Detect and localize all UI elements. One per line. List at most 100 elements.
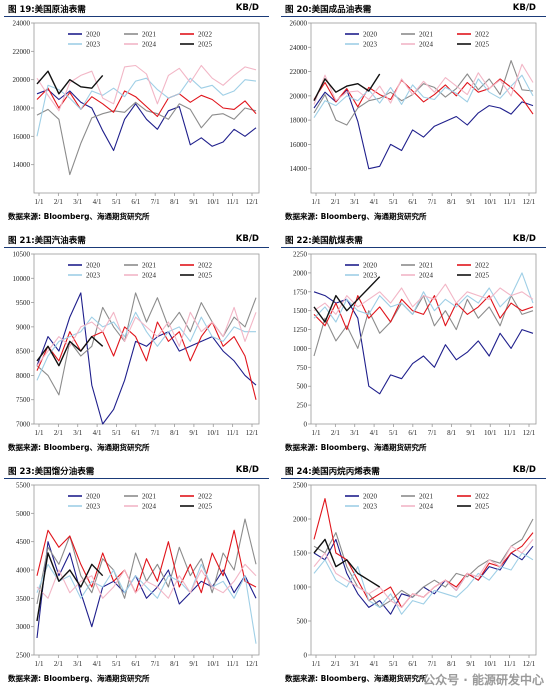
title-rule [281,247,546,248]
x-tick-label: 12/1 [523,198,536,206]
chart-svg: 7000 7500 8000 8500 9000 9500 10000 10500 1/1 2/1… [13,251,260,437]
x-tick-label: 10/1 [207,198,220,206]
chart-title: 图 20:美国成品油表需 [285,5,372,15]
x-tick-label: 10/1 [207,429,220,437]
x-tick-label: 6/1 [408,429,417,437]
x-tick-label: 8/1 [170,198,179,206]
y-tick-label: 1000 [293,345,308,353]
x-tick-label: 1/1 [312,429,321,437]
series-line-2025 [313,538,381,588]
legend-label-2021: 2021 [142,31,157,39]
legend-label-2024: 2024 [142,272,157,280]
legend-label-2021: 2021 [142,262,157,270]
series-line-2020 [36,89,257,152]
x-tick-label: 3/1 [73,429,82,437]
series-line-2020 [36,292,257,425]
legend-label-2024: 2024 [419,41,434,49]
x-tick-label: 11/1 [227,429,240,437]
series-line-2024 [36,64,257,112]
legend-label-2022: 2022 [475,262,490,270]
x-tick-label: 8/1 [447,660,456,668]
y-tick-label: 10500 [13,251,31,259]
y-tick-label: 0 [304,421,308,429]
y-tick-label: 5500 [16,482,31,490]
legend-label-2023: 2023 [363,503,378,511]
x-tick-label: 4/1 [93,198,102,206]
legend-label-2023: 2023 [86,41,101,49]
chart-title: 图 21:美国汽油表需 [8,236,86,246]
series-line-2023 [36,77,257,137]
y-tick-label: 250 [297,402,308,410]
x-tick-label: 9/1 [466,429,475,437]
series-line-2021 [313,60,534,126]
y-tick-label: 1500 [293,550,308,558]
x-tick-label: 2/1 [331,198,340,206]
y-tick-label: 2250 [293,251,308,259]
series-line-2025 [36,552,104,622]
x-tick-label: 9/1 [466,198,475,206]
y-tick-label: 7500 [16,396,31,404]
x-tick-label: 8/1 [170,660,179,668]
series-line-2020 [313,291,534,395]
y-tick-label: 18000 [13,105,31,113]
legend-label-2023: 2023 [363,272,378,280]
x-tick-label: 9/1 [466,660,475,668]
series-line-2022 [36,87,257,118]
data-source: 数据来源: Bloomberg、海通期货研究所 [285,674,427,683]
x-tick-label: 9/1 [189,198,198,206]
legend-label-2022: 2022 [198,31,213,39]
y-tick-label: 500 [297,618,308,626]
chart-title: 图 24:美国丙烷丙烯表需 [285,467,380,477]
series-line-2023 [36,563,257,644]
x-tick-label: 5/1 [112,429,121,437]
y-tick-label: 5000 [16,510,31,518]
data-source: 数据来源: Bloomberg、海通期货研究所 [285,212,427,221]
series-line-2022 [313,498,534,608]
series-line-2024 [313,63,534,105]
line-chart: 14000 16000 18000 20000 22000 24000 26000 1/1 2/… [281,19,546,209]
y-tick-label: 1750 [293,288,308,296]
x-tick-label: 10/1 [484,660,497,668]
legend-label-2021: 2021 [142,493,157,501]
chart-unit: KB/D [512,234,536,244]
legend-label-2024: 2024 [142,503,157,511]
series-line-2023 [36,311,256,381]
x-tick-label: 6/1 [131,198,140,206]
x-tick-label: 5/1 [389,198,398,206]
y-tick-label: 2500 [293,482,308,490]
x-tick-label: 4/1 [93,660,102,668]
x-tick-label: 2/1 [331,660,340,668]
y-tick-label: 1500 [293,307,308,315]
x-tick-label: 3/1 [350,660,359,668]
legend-label-2024: 2024 [419,503,434,511]
title-rule [4,16,269,17]
x-tick-label: 5/1 [389,660,398,668]
series-line-2025 [36,335,104,367]
y-tick-label: 16000 [290,141,308,149]
series-line-2020 [313,89,534,170]
x-tick-label: 4/1 [370,198,379,206]
legend-label-2020: 2020 [363,262,378,270]
y-tick-label: 7000 [16,421,31,429]
x-tick-label: 2/1 [54,198,63,206]
x-tick-label: 12/1 [246,198,259,206]
line-chart: 14000 16000 18000 20000 22000 24000 1/1 2/1 3/1 4… [4,19,269,209]
chart-title: 图 19:美国原油表需 [8,5,86,15]
series-line-2021 [36,518,257,605]
chart-unit: KB/D [235,234,259,244]
chart-title: 图 22:美国航煤表需 [285,236,363,246]
series-line-2025 [36,70,104,95]
legend-label-2025: 2025 [198,41,213,49]
x-tick-label: 6/1 [131,660,140,668]
y-tick-label: 9000 [16,323,31,331]
y-tick-label: 9500 [16,299,31,307]
x-tick-label: 1/1 [35,198,44,206]
y-tick-label: 24000 [13,20,31,28]
panel-crude-oil-demand: 图 19:美国原油表需 KB/D 14000 16000 18000 20000 220… [4,3,269,231]
y-tick-label: 20000 [290,92,308,100]
y-tick-label: 2000 [293,269,308,277]
x-tick-label: 3/1 [350,198,359,206]
series-line-2023 [313,552,534,615]
x-tick-label: 7/1 [428,660,437,668]
panel-propane-propylene-demand: 图 24:美国丙烷丙烯表需 KB/D 0 500 1000 1500 2000 2500 1… [281,465,546,693]
